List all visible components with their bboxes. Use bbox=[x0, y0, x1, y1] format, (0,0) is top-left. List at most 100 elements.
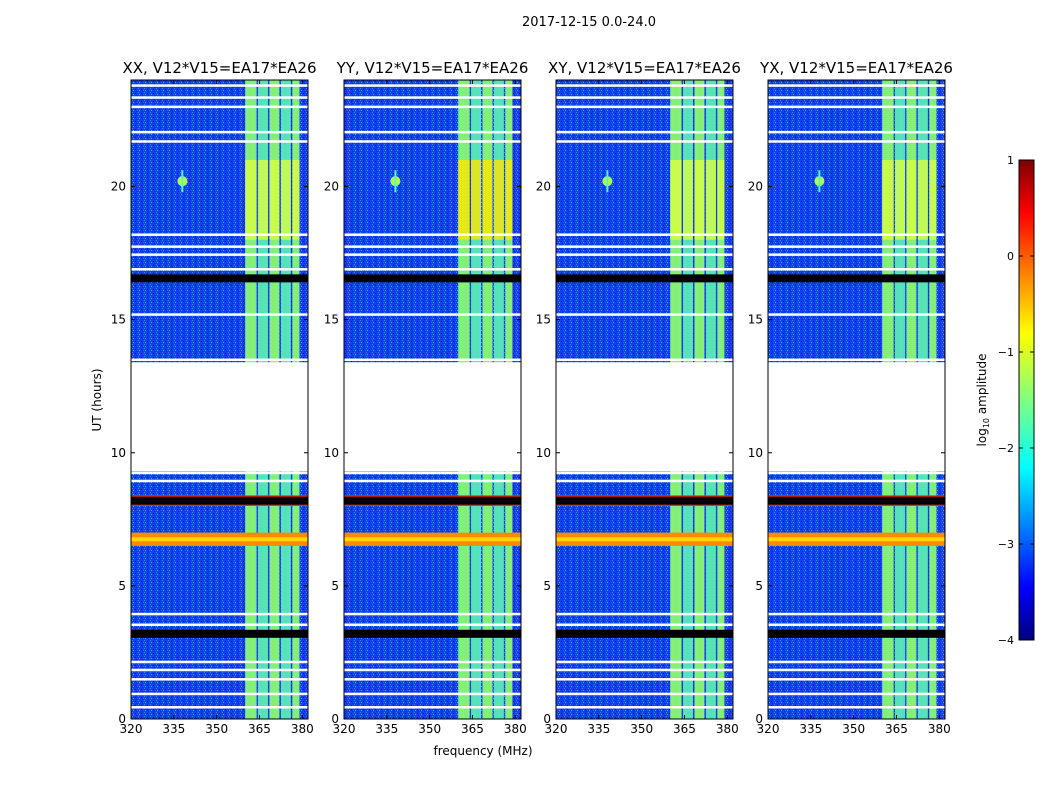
flagged-row bbox=[556, 479, 733, 483]
flagged-row bbox=[344, 358, 521, 362]
rfi-hot bbox=[269, 159, 280, 240]
flagged-row bbox=[556, 105, 733, 109]
rfi-hot bbox=[482, 159, 493, 240]
rfi-hot bbox=[493, 159, 504, 240]
colorbar-tick-label: 1 bbox=[1007, 154, 1014, 167]
flagged-row bbox=[344, 678, 521, 681]
x-tick-label: 365 bbox=[248, 722, 271, 736]
rfi-hot bbox=[917, 159, 928, 240]
flagged-row bbox=[344, 268, 521, 271]
rfi-hot bbox=[458, 159, 470, 240]
flagged-row bbox=[768, 245, 945, 248]
flagged-row bbox=[344, 668, 521, 672]
panel-xx: XX, V12*V15=EA17*EA26 320 335 350 365 380 0 5 10… bbox=[111, 59, 317, 736]
panel-frame bbox=[130, 79, 309, 720]
dark-row bbox=[344, 629, 521, 638]
y-tick-label: 10 bbox=[111, 446, 126, 460]
suptitle: 2017-12-15 0.0-24.0 bbox=[522, 15, 656, 30]
flagged-row bbox=[344, 692, 521, 696]
flagged-row bbox=[768, 140, 945, 143]
y-tick-label: 20 bbox=[324, 180, 339, 194]
y-tick-label: 0 bbox=[755, 712, 763, 726]
dark-row bbox=[556, 496, 733, 505]
interference-core bbox=[344, 537, 521, 542]
flagged-row bbox=[131, 678, 308, 681]
data-gap bbox=[556, 362, 733, 472]
colorbar-tick-label: −4 bbox=[998, 634, 1014, 647]
y-tick-label: 10 bbox=[324, 446, 339, 460]
x-tick-label: 320 bbox=[333, 722, 356, 736]
data-gap bbox=[131, 362, 308, 472]
source-streak bbox=[606, 170, 609, 193]
colorbar-label-subscript: 10 bbox=[982, 418, 991, 428]
flagged-row bbox=[131, 706, 308, 709]
flagged-row bbox=[344, 612, 521, 616]
flagged-row bbox=[131, 84, 308, 87]
flagged-row bbox=[556, 96, 733, 99]
flagged-row bbox=[131, 623, 308, 626]
flagged-row bbox=[344, 479, 521, 483]
flagged-row bbox=[131, 105, 308, 109]
y-tick-label: 5 bbox=[755, 579, 763, 593]
source-streak bbox=[181, 170, 184, 193]
y-tick-label: 15 bbox=[536, 313, 551, 327]
flagged-row bbox=[556, 678, 733, 681]
flagged-row bbox=[768, 660, 945, 664]
x-tick-label: 350 bbox=[418, 722, 441, 736]
flagged-row bbox=[131, 253, 308, 256]
panel-frame bbox=[343, 79, 522, 720]
flagged-row bbox=[131, 660, 308, 664]
flagged-row bbox=[768, 706, 945, 709]
x-axis-label: frequency (MHz) bbox=[433, 744, 532, 758]
x-tick-label: 335 bbox=[375, 722, 398, 736]
flagged-row bbox=[768, 479, 945, 483]
dark-row bbox=[556, 629, 733, 638]
y-tick-label: 0 bbox=[118, 712, 126, 726]
rfi-hot bbox=[929, 159, 937, 240]
colorbar-tick-label: −2 bbox=[998, 442, 1014, 455]
panel-frame bbox=[555, 79, 734, 720]
y-tick-label: 15 bbox=[748, 313, 763, 327]
colorbar-gradient bbox=[1018, 159, 1035, 641]
x-tick-label: 335 bbox=[799, 722, 822, 736]
flagged-row bbox=[344, 140, 521, 143]
flagged-row bbox=[344, 233, 521, 236]
rfi-hot bbox=[717, 159, 725, 240]
y-tick-label: 10 bbox=[748, 446, 763, 460]
flagged-row bbox=[344, 84, 521, 87]
flagged-row bbox=[556, 706, 733, 709]
flagged-row bbox=[556, 612, 733, 616]
dark-row bbox=[131, 496, 308, 505]
y-tick-label: 10 bbox=[536, 446, 551, 460]
colorbar-label-main: log bbox=[975, 428, 989, 446]
waterfall-image bbox=[768, 80, 945, 719]
y-tick-label: 20 bbox=[748, 180, 763, 194]
x-tick-label: 365 bbox=[885, 722, 908, 736]
x-tick-label: 335 bbox=[587, 722, 610, 736]
flagged-row bbox=[131, 130, 308, 134]
dark-row bbox=[131, 629, 308, 638]
flagged-row bbox=[768, 692, 945, 696]
flagged-row bbox=[556, 313, 733, 316]
rfi-hot bbox=[705, 159, 716, 240]
x-tick-label: 320 bbox=[120, 722, 143, 736]
flagged-row bbox=[768, 471, 945, 475]
flagged-row bbox=[344, 471, 521, 475]
flagged-row bbox=[768, 130, 945, 134]
y-tick-label: 5 bbox=[331, 579, 339, 593]
panel-yx: YX, V12*V15=EA17*EA26 320 335 350 365 380 0 5 10… bbox=[748, 59, 953, 736]
source-streak bbox=[818, 170, 821, 193]
panel-title: XX, V12*V15=EA17*EA26 bbox=[122, 59, 316, 77]
flagged-row bbox=[556, 668, 733, 672]
flagged-row bbox=[344, 660, 521, 664]
flagged-row bbox=[768, 96, 945, 99]
colorbar-tick-label: 0 bbox=[1007, 250, 1014, 263]
flagged-row bbox=[768, 623, 945, 626]
flagged-row bbox=[556, 471, 733, 475]
rfi-hot bbox=[280, 159, 291, 240]
flagged-row bbox=[768, 668, 945, 672]
rfi-hot bbox=[694, 159, 705, 240]
flagged-row bbox=[768, 105, 945, 109]
x-tick-label: 320 bbox=[545, 722, 568, 736]
